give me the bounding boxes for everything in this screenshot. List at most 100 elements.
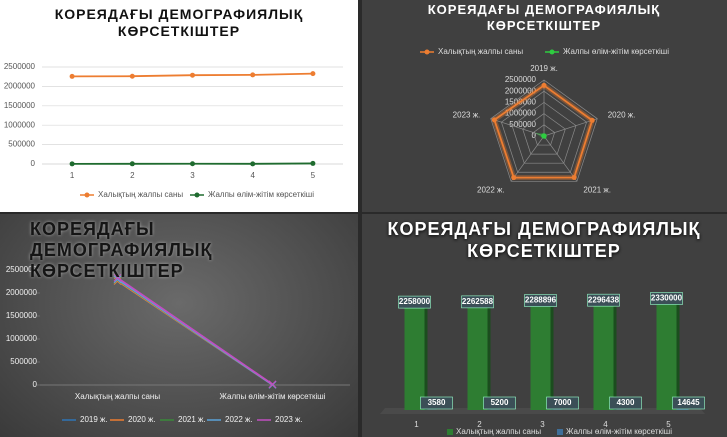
category-label: 2021 ж.	[583, 185, 611, 194]
panel: 1 2 3 4 5 2258000 2262588 2288896 2296438 2330000…	[362, 214, 727, 437]
panel: 0 500000 1000000 1500000 2000000 2500000 2019 …	[362, 0, 727, 212]
category-label: 2022 ж.	[477, 185, 505, 194]
x-tick-label: 4	[603, 420, 608, 429]
bar	[656, 293, 677, 410]
series-line	[493, 84, 594, 179]
bar	[530, 295, 551, 410]
x-tick-label: 1	[414, 420, 419, 429]
chart-title: КОРЕЯДАҒЫ ДЕМОГРАФИЯЛЫҚ КӨРСЕТКІШТЕР	[54, 6, 304, 39]
legend-label: 2020 ж.	[128, 415, 156, 424]
legend-label: 2021 ж.	[178, 415, 206, 424]
data-label: 7000	[554, 398, 572, 407]
marker	[129, 161, 135, 167]
legend-marker	[424, 49, 430, 55]
legend-swatch	[447, 429, 453, 435]
x-tick-label: 4	[250, 171, 255, 180]
spoke	[543, 135, 578, 182]
legend-label: 2023 ж.	[275, 415, 303, 424]
bar-side	[487, 296, 491, 410]
grid-ring	[490, 79, 598, 182]
bar	[404, 297, 425, 410]
marker	[113, 273, 122, 282]
marker	[190, 161, 195, 167]
marker	[589, 117, 595, 123]
marker	[190, 72, 195, 78]
y-tick-label: 2000000	[4, 82, 36, 91]
chart: 0 500000 1000000 1500000 2000000 2500000 1 2 3 4 5…	[4, 62, 343, 199]
legend-label: 2019 ж.	[80, 415, 108, 424]
x-tick-label: 3	[540, 420, 545, 429]
marker	[511, 175, 517, 181]
y-tick-label: 500000	[8, 140, 35, 149]
series-line	[116, 277, 274, 386]
label-box	[461, 295, 494, 309]
r-tick-label: 1000000	[505, 109, 537, 118]
marker	[541, 82, 547, 88]
chart-title: КОРЕЯДАҒЫ ДЕМОГРАФИЯЛЫҚ КӨРСЕТКІШТЕР	[427, 2, 661, 33]
label-box	[672, 396, 705, 410]
legend-marker	[84, 192, 90, 198]
x-tick-label: 5	[666, 420, 671, 429]
label-box	[650, 292, 683, 305]
bar-side	[613, 295, 617, 410]
grid-ring	[522, 113, 566, 155]
marker	[69, 161, 75, 167]
marker	[541, 133, 547, 139]
bar-side	[550, 295, 554, 410]
grid-ring	[511, 101, 577, 164]
label-box	[546, 396, 579, 410]
r-tick-label: 2000000	[505, 86, 537, 95]
marker	[129, 73, 135, 79]
x-tick-label: 1	[70, 171, 75, 180]
y-tick-label: 1000000	[4, 120, 36, 129]
marker	[69, 73, 75, 79]
x-tick-label: Жалпы өлім-жітім көрсеткіші	[220, 392, 326, 401]
legend-label: Жалпы өлім-жітім көрсеткіші	[563, 47, 669, 56]
y-tick-label: 1500000	[4, 101, 36, 110]
y-tick-label: 2500000	[4, 62, 36, 71]
x-tick-label: 2	[130, 171, 135, 180]
y-tick-label: 2500000	[6, 265, 38, 274]
data-label: 2262588	[462, 297, 494, 306]
marker	[113, 275, 122, 284]
y-tick-label: 1500000	[6, 311, 38, 320]
data-label: 2296438	[588, 295, 620, 304]
y-tick-label: 0	[33, 380, 38, 389]
label-box	[483, 396, 516, 410]
label-box	[420, 396, 453, 410]
chart-title: КОРЕЯДАҒЫ ДЕМОГРАФИЯЛЫҚ КӨРСЕТКІШТЕР	[30, 219, 213, 281]
data-label: 14645	[677, 398, 700, 407]
bar-side	[676, 293, 680, 410]
marker	[310, 71, 316, 77]
y-tick-label: 500000	[10, 357, 37, 366]
panel: 0 500000 1000000 1500000 2000000 2500000 1 2 3 4 5…	[0, 0, 358, 212]
legend-label: Жалпы өлім-жітім көрсеткіші	[208, 190, 314, 199]
data-label: 4300	[617, 398, 635, 407]
label-box	[398, 295, 431, 309]
x-tick-label: 5	[311, 171, 316, 180]
legend-label: 2022 ж.	[225, 415, 253, 424]
data-label: 2258000	[399, 297, 431, 306]
chart: 0 500000 1000000 1500000 2000000 2500000 Халық…	[6, 265, 350, 424]
r-tick-label: 500000	[509, 120, 536, 129]
y-tick-label: 0	[31, 159, 36, 168]
legend-label: Халықтың жалпы саны	[456, 427, 541, 436]
bar	[676, 409, 689, 410]
spoke	[510, 135, 545, 182]
panel: 0 500000 1000000 1500000 2000000 2500000 Халық…	[0, 214, 358, 437]
legend-marker	[194, 192, 200, 198]
category-label: 2019 ж.	[530, 64, 558, 73]
legend-swatch	[557, 429, 563, 435]
floor	[380, 408, 705, 414]
chart-title: КОРЕЯДАҒЫ ДЕМОГРАФИЯЛЫҚ КӨРСЕТКІШТЕР	[387, 219, 701, 261]
label-box	[524, 294, 557, 307]
marker	[250, 72, 256, 78]
y-tick-label: 1000000	[6, 334, 38, 343]
spoke	[490, 118, 545, 137]
marker	[310, 160, 316, 166]
marker	[571, 174, 577, 180]
grid-ring	[532, 124, 556, 146]
chart: 050000010000001500000200000025000002019 …	[420, 47, 669, 194]
x-tick-label: 2	[477, 420, 482, 429]
